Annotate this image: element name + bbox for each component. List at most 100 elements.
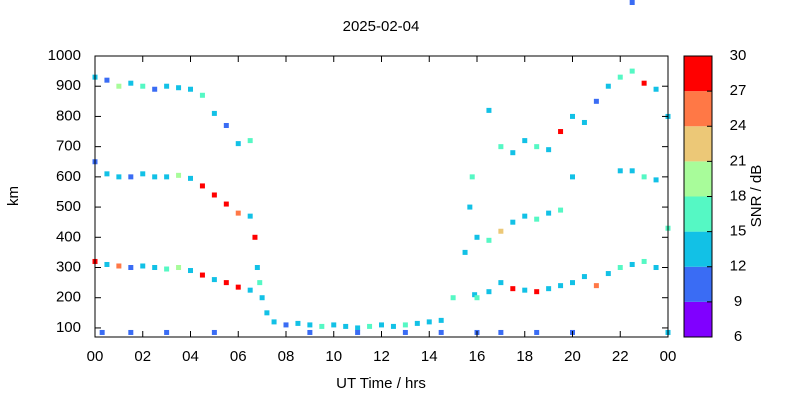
y-tick-label: 800 (56, 107, 81, 124)
data-point (653, 86, 659, 92)
x-tick-label: 08 (278, 348, 295, 365)
data-point (534, 216, 540, 222)
x-tick-label: 10 (325, 348, 342, 365)
data-point (534, 289, 540, 295)
data-point (116, 174, 122, 180)
data-point (653, 177, 659, 183)
y-tick-label: 1000 (48, 47, 81, 64)
x-tick-label: 16 (469, 348, 486, 365)
data-point (211, 192, 217, 198)
data-point (438, 329, 444, 335)
x-tick-label: 04 (182, 348, 199, 365)
data-point (104, 171, 110, 177)
data-point (426, 319, 432, 325)
data-point (581, 119, 587, 125)
data-point (617, 168, 623, 174)
data-point (259, 295, 265, 301)
y-tick-label: 500 (56, 198, 81, 215)
colorbar-segment (684, 91, 712, 127)
data-point (486, 289, 492, 295)
data-point (188, 268, 193, 274)
data-point (581, 274, 587, 280)
data-point (307, 329, 313, 335)
data-point (223, 201, 229, 207)
data-point (164, 266, 170, 272)
data-point (164, 83, 170, 89)
colorbar-segment (684, 196, 712, 232)
data-point (641, 80, 647, 86)
data-point (295, 320, 301, 326)
data-point (414, 320, 420, 326)
colorbar-segment (684, 56, 712, 92)
data-point (247, 138, 253, 144)
data-point (355, 325, 361, 331)
data-point (176, 85, 182, 91)
data-point (176, 172, 182, 178)
data-point (355, 329, 361, 335)
data-point (474, 295, 480, 301)
data-point (331, 322, 337, 328)
colorbar-tick-label: 18 (730, 187, 747, 204)
data-point (116, 83, 122, 89)
data-point (140, 263, 146, 269)
data-point (558, 129, 564, 135)
x-tick-label: 00 (660, 348, 677, 365)
data-point (558, 283, 564, 289)
data-point (235, 141, 241, 147)
chart-title: 2025-02-04 (343, 18, 420, 35)
data-point (486, 237, 492, 243)
data-point (402, 322, 408, 328)
data-point (319, 323, 325, 329)
colorbar-segment (684, 301, 712, 337)
data-point (486, 107, 492, 113)
data-point (128, 265, 134, 271)
x-tick-label: 06 (230, 348, 247, 365)
colorbar-tick-label: 24 (730, 117, 747, 134)
data-point (546, 286, 552, 292)
data-point (534, 144, 540, 150)
colorbar-tick-label: 15 (730, 223, 747, 240)
colorbar-tick-label: 9 (734, 293, 742, 310)
data-point (653, 265, 659, 271)
colorbar-tick-label: 30 (730, 47, 747, 64)
data-point (140, 83, 146, 89)
data-point (570, 113, 575, 119)
data-point (247, 213, 253, 219)
plot-frame (94, 55, 669, 338)
data-point (247, 287, 253, 293)
x-tick-label: 02 (134, 348, 151, 365)
data-point (498, 280, 504, 286)
data-point (99, 329, 105, 335)
data-point (199, 92, 205, 98)
data-point (474, 234, 480, 240)
data-point (128, 174, 134, 180)
data-point (271, 319, 277, 325)
data-point (629, 68, 635, 74)
y-tick-label: 700 (56, 138, 81, 155)
data-point (152, 265, 158, 271)
data-point (116, 263, 122, 269)
data-point (467, 204, 473, 210)
colorbar-tick-label: 12 (730, 258, 747, 275)
colorbar-segment (684, 231, 712, 267)
data-point (522, 213, 528, 219)
colorbar-label: SNR / dB (748, 165, 765, 228)
data-point (252, 234, 258, 240)
data-point (498, 144, 504, 150)
data-point (629, 0, 635, 5)
data-point (104, 77, 110, 83)
data-point (343, 323, 349, 329)
data-point (605, 271, 611, 277)
data-point (104, 261, 110, 267)
data-point (438, 317, 444, 323)
y-axis-label: km (5, 186, 22, 206)
data-point (367, 323, 373, 329)
y-tick-label: 400 (56, 228, 81, 245)
colorbar-segment (684, 126, 712, 162)
y-tick-label: 100 (56, 319, 81, 336)
data-point (188, 175, 193, 181)
data-point (235, 210, 241, 216)
data-point (211, 329, 217, 335)
colorbar-segment (684, 266, 712, 302)
